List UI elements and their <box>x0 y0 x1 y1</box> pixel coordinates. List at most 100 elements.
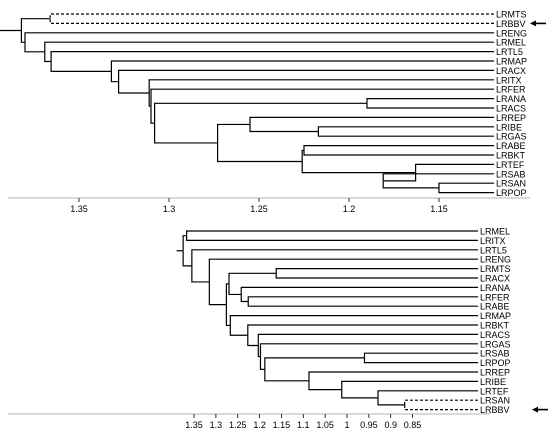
leaf-label: LRGAS <box>496 132 527 142</box>
cluster-branch <box>208 258 478 282</box>
leaf-label: LRACS <box>480 330 510 340</box>
leaf-label: LRMEL <box>496 38 526 48</box>
cluster-branch <box>366 97 494 104</box>
cluster-branch <box>301 161 416 174</box>
cluster-branch <box>148 79 494 93</box>
cluster-branch <box>308 371 478 381</box>
cluster-branch <box>275 268 478 274</box>
cluster-branch <box>247 301 478 307</box>
cluster-branch <box>264 369 309 382</box>
cluster-branch <box>303 150 494 156</box>
cluster-branch <box>275 273 478 279</box>
cluster-branch <box>257 345 261 358</box>
cluster-branch <box>228 272 277 284</box>
leaf-label: LRTEF <box>496 160 525 170</box>
cluster-branch <box>257 333 478 346</box>
leaf-label: LRABE <box>480 302 510 312</box>
cluster-branch <box>377 397 405 406</box>
cluster-branch <box>229 325 248 336</box>
cluster-branch <box>150 106 155 124</box>
highlight-arrowhead-icon <box>530 20 536 27</box>
cluster-branch <box>240 286 478 295</box>
cluster-branch-dashed <box>404 404 478 411</box>
leaf-label: LRENG <box>480 255 511 265</box>
cluster-branch <box>249 116 494 125</box>
cluster-branch <box>182 235 187 251</box>
cluster-branch <box>366 103 494 109</box>
leaf-label: LRBBV <box>480 405 510 415</box>
leaf-label: LRMAP <box>480 311 511 321</box>
leaf-label: LRPOP <box>496 188 527 198</box>
leaf-label: LRITX <box>496 75 522 85</box>
cluster-branch <box>186 235 478 241</box>
axis-tick-label: 1.35 <box>185 420 203 430</box>
cluster-branch <box>225 304 231 327</box>
cluster-branch <box>154 123 218 144</box>
cluster-branch-dashed <box>404 399 478 405</box>
cluster-branch <box>50 61 112 72</box>
leaf-label: LRACX <box>480 274 510 284</box>
cluster-branch <box>228 283 242 296</box>
axis-tick-label: 1.35 <box>70 204 88 214</box>
axis-tick-label: 1.15 <box>430 204 448 214</box>
cluster-branch <box>308 380 342 391</box>
cluster-branch <box>382 173 494 181</box>
leaf-label: LRACX <box>496 66 526 76</box>
axis-tick-label: 0.95 <box>360 420 378 430</box>
leaf-label: LRBKT <box>496 151 526 161</box>
leaf-label: LRFER <box>480 292 510 302</box>
axis-tick-label: 0.9 <box>384 420 397 430</box>
leaf-label: LRREP <box>496 113 526 123</box>
leaf-label: LRIBE <box>496 122 522 132</box>
cluster-branch <box>363 352 478 358</box>
cluster-branch <box>191 265 210 283</box>
leaf-label: LRBBV <box>496 19 526 29</box>
cluster-branch <box>438 187 494 194</box>
cluster-branch <box>259 343 478 357</box>
cluster-branch <box>117 81 150 94</box>
cluster-branch <box>247 296 478 302</box>
leaf-label: LRMTS <box>496 10 527 20</box>
leaf-label: LRSAB <box>496 169 526 179</box>
leaf-label: LRANA <box>496 94 526 104</box>
leaf-label: LRREP <box>480 368 510 378</box>
axis-tick-label: 1.2 <box>343 204 356 214</box>
leaf-label: LRTL5 <box>496 47 523 57</box>
leaf-label: LRTEF <box>480 386 509 396</box>
cluster-branch <box>217 123 250 143</box>
axis-tick-label: 1.25 <box>250 204 268 214</box>
cluster-branch <box>150 88 494 107</box>
cluster-branch <box>377 390 478 398</box>
axis-tick-label: 1.1 <box>297 420 310 430</box>
cluster-branch <box>20 18 51 31</box>
cluster-branch <box>317 131 494 137</box>
cluster-branch-dashed <box>49 18 494 24</box>
cluster-branch <box>110 71 119 83</box>
cluster-branch <box>154 102 367 124</box>
cluster-branch <box>208 281 227 306</box>
cluster-branch <box>148 92 151 107</box>
cluster-branch <box>240 294 249 303</box>
cluster-branch <box>44 51 52 63</box>
cluster-branch <box>363 357 478 364</box>
leaf-label: LRPOP <box>480 358 511 368</box>
cluster-branch <box>20 30 25 43</box>
cluster-branch <box>301 149 304 162</box>
cluster-branch <box>182 250 192 267</box>
cluster-branch <box>259 356 265 370</box>
cluster-branch <box>186 230 478 236</box>
axis-tick-label: 1.25 <box>229 420 247 430</box>
axis-tick-label: 1.2 <box>253 420 266 430</box>
cluster-branch <box>415 163 494 173</box>
leaf-label: LRBKT <box>480 321 510 331</box>
leaf-label: LRITX <box>480 236 506 246</box>
cluster-branch <box>264 357 365 370</box>
axis-tick-label: 1.3 <box>210 420 223 430</box>
cluster-branch-dashed <box>49 13 494 19</box>
cluster-branch <box>303 145 494 151</box>
leaf-label: LRABE <box>496 141 526 151</box>
leaf-label: LRSAN <box>496 179 526 189</box>
cluster-branch <box>249 124 319 133</box>
